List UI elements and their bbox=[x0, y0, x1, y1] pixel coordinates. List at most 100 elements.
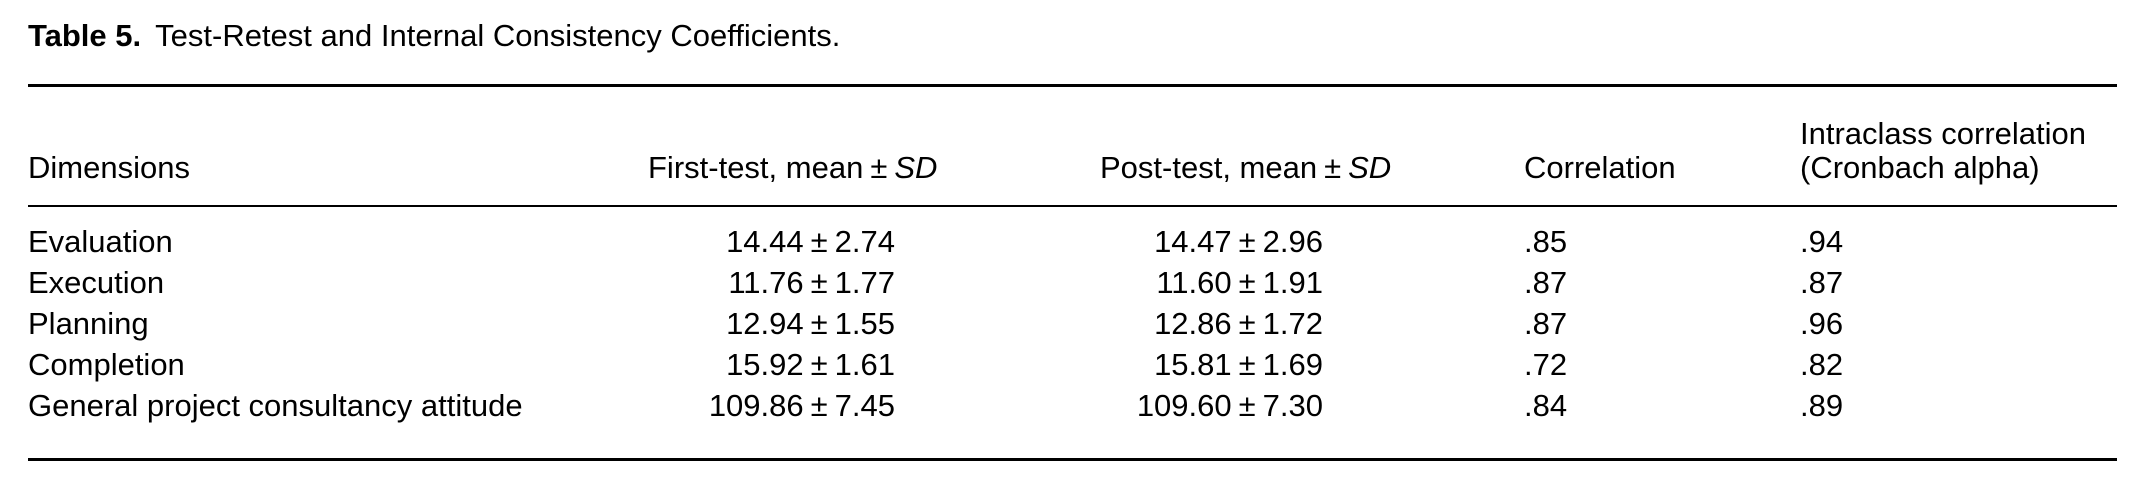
cell-dimension: General project consultancy attitude bbox=[28, 385, 648, 460]
col-header-correlation: Correlation bbox=[1524, 85, 1800, 207]
dimension-label: Planning bbox=[28, 305, 149, 341]
cell-intraclass-correlation: .82 bbox=[1800, 344, 2117, 385]
correlation-header-label: Correlation bbox=[1524, 150, 1676, 185]
table-caption-label: Table 5. bbox=[28, 18, 142, 53]
post-test-sd: 7.30 bbox=[1262, 387, 1323, 423]
icc-value: .94 bbox=[1800, 223, 1844, 259]
post-test-value: 11.60 ±1.91 bbox=[1100, 265, 1323, 301]
post-test-sd: 1.69 bbox=[1262, 346, 1323, 382]
cell-post-test: 15.81 ±1.69 bbox=[1100, 344, 1524, 385]
first-test-value: 15.92 ±1.61 bbox=[648, 347, 895, 383]
first-test-mean: 12.94 bbox=[726, 305, 804, 341]
correlation-value: .85 bbox=[1524, 223, 1568, 259]
cell-correlation: .85 bbox=[1524, 206, 1800, 262]
post-test-mean: 14.47 bbox=[1154, 223, 1232, 259]
correlation-value: .72 bbox=[1524, 346, 1568, 382]
col-header-dimensions: Dimensions bbox=[28, 85, 648, 207]
post-test-sd-label: SD bbox=[1348, 150, 1392, 185]
post-test-value: 12.86 ±1.72 bbox=[1100, 306, 1323, 342]
table-row: Planning 12.94 ±1.55 12.86 ±1.72 .87 .96 bbox=[28, 303, 2117, 344]
post-test-mean: 12.86 bbox=[1154, 305, 1232, 341]
table-row: Execution 11.76 ±1.77 11.60 ±1.91 .87 .87 bbox=[28, 262, 2117, 303]
cell-dimension: Evaluation bbox=[28, 206, 648, 262]
plus-minus-symbol: ± bbox=[1324, 150, 1342, 185]
post-test-mean: 11.60 bbox=[1156, 264, 1232, 300]
cell-correlation: .87 bbox=[1524, 262, 1800, 303]
post-test-sd: 1.72 bbox=[1262, 305, 1323, 341]
first-test-mean: 11.76 bbox=[728, 264, 804, 300]
header-row: Dimensions First-test, mean ± SD Post-test… bbox=[28, 85, 2117, 207]
first-test-sd: 1.55 bbox=[834, 305, 895, 341]
post-test-sd: 1.91 bbox=[1262, 264, 1323, 300]
cell-dimension: Completion bbox=[28, 344, 648, 385]
table-row: General project consultancy attitude 109… bbox=[28, 385, 2117, 460]
cell-first-test: 12.94 ±1.55 bbox=[648, 303, 1100, 344]
cell-post-test: 109.60 ±7.30 bbox=[1100, 385, 1524, 460]
plus-minus-symbol: ± bbox=[810, 264, 828, 300]
dimension-label: General project consultancy attitude bbox=[28, 387, 523, 423]
icc-value: .89 bbox=[1800, 387, 1844, 423]
post-test-value: 109.60 ±7.30 bbox=[1100, 388, 1323, 424]
cell-correlation: .72 bbox=[1524, 344, 1800, 385]
coefficients-table: Dimensions First-test, mean ± SD Post-test… bbox=[28, 84, 2117, 461]
icc-value: .87 bbox=[1800, 264, 1844, 300]
post-test-value: 15.81 ±1.69 bbox=[1100, 347, 1323, 383]
cell-first-test: 15.92 ±1.61 bbox=[648, 344, 1100, 385]
first-test-mean: 14.44 bbox=[726, 223, 804, 259]
table-body: Evaluation 14.44 ±2.74 14.47 ±2.96 .85 .94… bbox=[28, 206, 2117, 460]
icc-value: .82 bbox=[1800, 346, 1844, 382]
table-header: Dimensions First-test, mean ± SD Post-test… bbox=[28, 85, 2117, 207]
table-caption: Table 5. Test-Retest and Internal Consist… bbox=[28, 18, 2142, 54]
post-test-mean: 15.81 bbox=[1154, 346, 1232, 382]
first-test-sd: 1.77 bbox=[834, 264, 895, 300]
post-test-mean: 109.60 bbox=[1136, 387, 1232, 423]
correlation-value: .84 bbox=[1524, 387, 1568, 423]
first-test-header-label: First-test, mean bbox=[648, 150, 864, 185]
post-test-sd: 2.96 bbox=[1262, 223, 1323, 259]
first-test-sd-label: SD bbox=[894, 150, 938, 185]
cell-post-test: 14.47 ±2.96 bbox=[1100, 206, 1524, 262]
post-test-value: 14.47 ±2.96 bbox=[1100, 224, 1323, 260]
cell-intraclass-correlation: .96 bbox=[1800, 303, 2117, 344]
cell-correlation: .84 bbox=[1524, 385, 1800, 460]
first-test-mean: 15.92 bbox=[726, 346, 804, 382]
plus-minus-symbol: ± bbox=[1238, 346, 1256, 382]
plus-minus-symbol: ± bbox=[1238, 387, 1256, 423]
first-test-mean: 109.86 bbox=[708, 387, 804, 423]
cell-first-test: 14.44 ±2.74 bbox=[648, 206, 1100, 262]
plus-minus-symbol: ± bbox=[1238, 305, 1256, 341]
cell-correlation: .87 bbox=[1524, 303, 1800, 344]
plus-minus-symbol: ± bbox=[870, 150, 888, 185]
col-header-intraclass-correlation: Intraclass correlation (Cronbach alpha) bbox=[1800, 85, 2117, 207]
table-row: Completion 15.92 ±1.61 15.81 ±1.69 .72 .82 bbox=[28, 344, 2117, 385]
cell-dimension: Planning bbox=[28, 303, 648, 344]
cell-first-test: 109.86 ±7.45 bbox=[648, 385, 1100, 460]
table-row: Evaluation 14.44 ±2.74 14.47 ±2.96 .85 .94 bbox=[28, 206, 2117, 262]
cell-dimension: Execution bbox=[28, 262, 648, 303]
col-header-post-test: Post-test, mean ± SD bbox=[1100, 85, 1524, 207]
dimensions-header-label: Dimensions bbox=[28, 150, 190, 185]
post-test-header-label: Post-test, mean bbox=[1100, 150, 1318, 185]
plus-minus-symbol: ± bbox=[1238, 264, 1256, 300]
dimension-label: Completion bbox=[28, 346, 185, 382]
icc-header-line1: Intraclass correlation bbox=[1800, 116, 2087, 151]
cell-post-test: 11.60 ±1.91 bbox=[1100, 262, 1524, 303]
first-test-value: 14.44 ±2.74 bbox=[648, 224, 895, 260]
cell-intraclass-correlation: .87 bbox=[1800, 262, 2117, 303]
first-test-sd: 7.45 bbox=[834, 387, 895, 423]
first-test-value: 11.76 ±1.77 bbox=[648, 265, 895, 301]
dimension-label: Evaluation bbox=[28, 223, 173, 259]
col-header-first-test: First-test, mean ± SD bbox=[648, 85, 1100, 207]
icc-header-line2: (Cronbach alpha) bbox=[1800, 150, 2040, 185]
cell-intraclass-correlation: .89 bbox=[1800, 385, 2117, 460]
first-test-value: 12.94 ±1.55 bbox=[648, 306, 895, 342]
first-test-sd: 1.61 bbox=[834, 346, 895, 382]
first-test-sd: 2.74 bbox=[834, 223, 895, 259]
cell-intraclass-correlation: .94 bbox=[1800, 206, 2117, 262]
table-caption-text: Test-Retest and Internal Consistency Coe… bbox=[155, 18, 841, 53]
plus-minus-symbol: ± bbox=[810, 305, 828, 341]
plus-minus-symbol: ± bbox=[1238, 223, 1256, 259]
plus-minus-symbol: ± bbox=[810, 223, 828, 259]
correlation-value: .87 bbox=[1524, 264, 1568, 300]
